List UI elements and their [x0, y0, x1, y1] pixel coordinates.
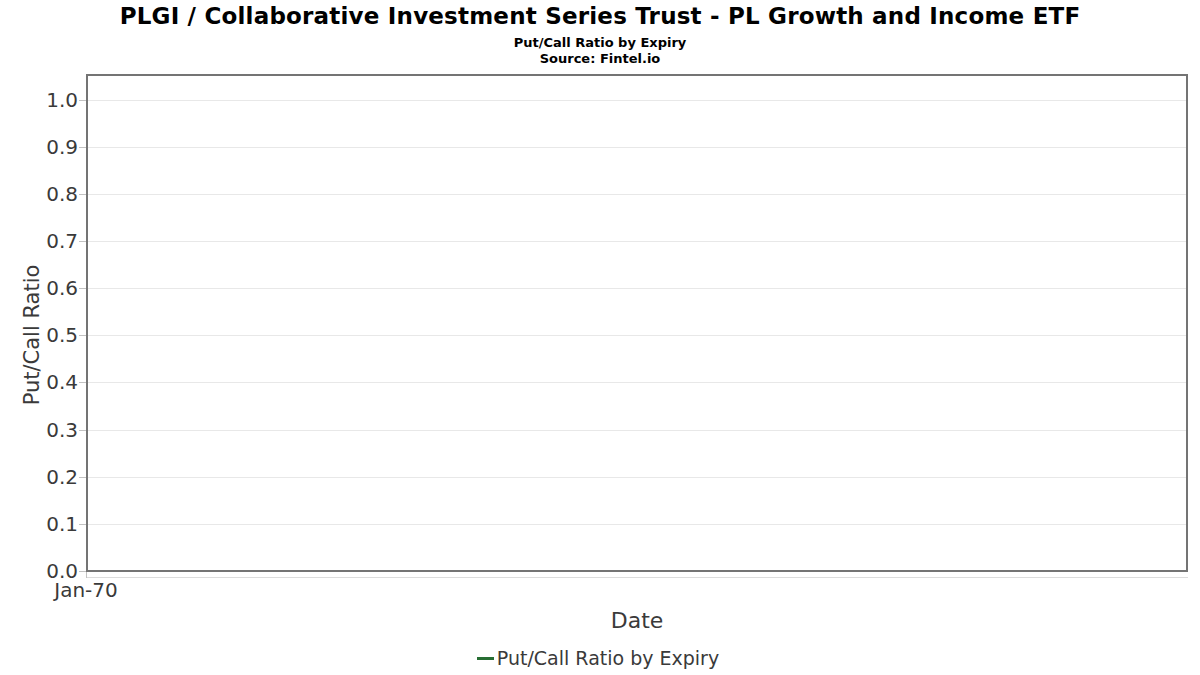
- chart-subtitle: Put/Call Ratio by Expiry: [0, 35, 1200, 50]
- gridline-y-0.7: [88, 241, 1186, 242]
- gridline-y-0.6: [88, 288, 1186, 289]
- y-tick-label: 0.8: [36, 182, 78, 206]
- gridline-y-1.0: [88, 100, 1186, 101]
- gridline-y-0.3: [88, 430, 1186, 431]
- gridline-y-0.1: [88, 524, 1186, 525]
- y-tick-mark: [79, 335, 86, 336]
- y-tick-mark: [79, 100, 86, 101]
- y-tick-mark: [79, 430, 86, 431]
- y-tick-mark: [79, 382, 86, 383]
- y-tick-mark: [79, 147, 86, 148]
- legend: Put/Call Ratio by Expiry: [0, 645, 1196, 671]
- y-tick-mark: [79, 571, 86, 572]
- y-tick-label: 0.7: [36, 229, 78, 253]
- x-tick-label: Jan-70: [54, 578, 118, 602]
- gridline-y-0.4: [88, 382, 1186, 383]
- y-tick-label: 1.0: [36, 88, 78, 112]
- legend-label: Put/Call Ratio by Expiry: [497, 647, 719, 669]
- y-axis-title: Put/Call Ratio: [20, 255, 44, 415]
- x-axis-line: [86, 577, 1188, 578]
- y-tick-label: 0.1: [36, 512, 78, 536]
- gridline-y-0.9: [88, 147, 1186, 148]
- y-tick-mark: [79, 194, 86, 195]
- gridline-y-0.5: [88, 335, 1186, 336]
- gridline-y-0.8: [88, 194, 1186, 195]
- gridline-y-0.0: [88, 571, 1186, 572]
- y-tick-label: 0.2: [36, 465, 78, 489]
- y-tick-label: 0.3: [36, 418, 78, 442]
- legend-line-marker: [477, 657, 494, 660]
- gridline-y-0.2: [88, 477, 1186, 478]
- chart-figure: PLGI / Collaborative Investment Series T…: [0, 0, 1200, 675]
- chart-title: PLGI / Collaborative Investment Series T…: [0, 3, 1200, 29]
- y-tick-mark: [79, 477, 86, 478]
- x-axis-title: Date: [86, 608, 1188, 633]
- plot-area: [86, 74, 1188, 572]
- y-tick-mark: [79, 288, 86, 289]
- y-tick-mark: [79, 524, 86, 525]
- chart-source-note: Source: Fintel.io: [0, 51, 1200, 66]
- y-tick-mark: [79, 241, 86, 242]
- y-tick-label: 0.9: [36, 135, 78, 159]
